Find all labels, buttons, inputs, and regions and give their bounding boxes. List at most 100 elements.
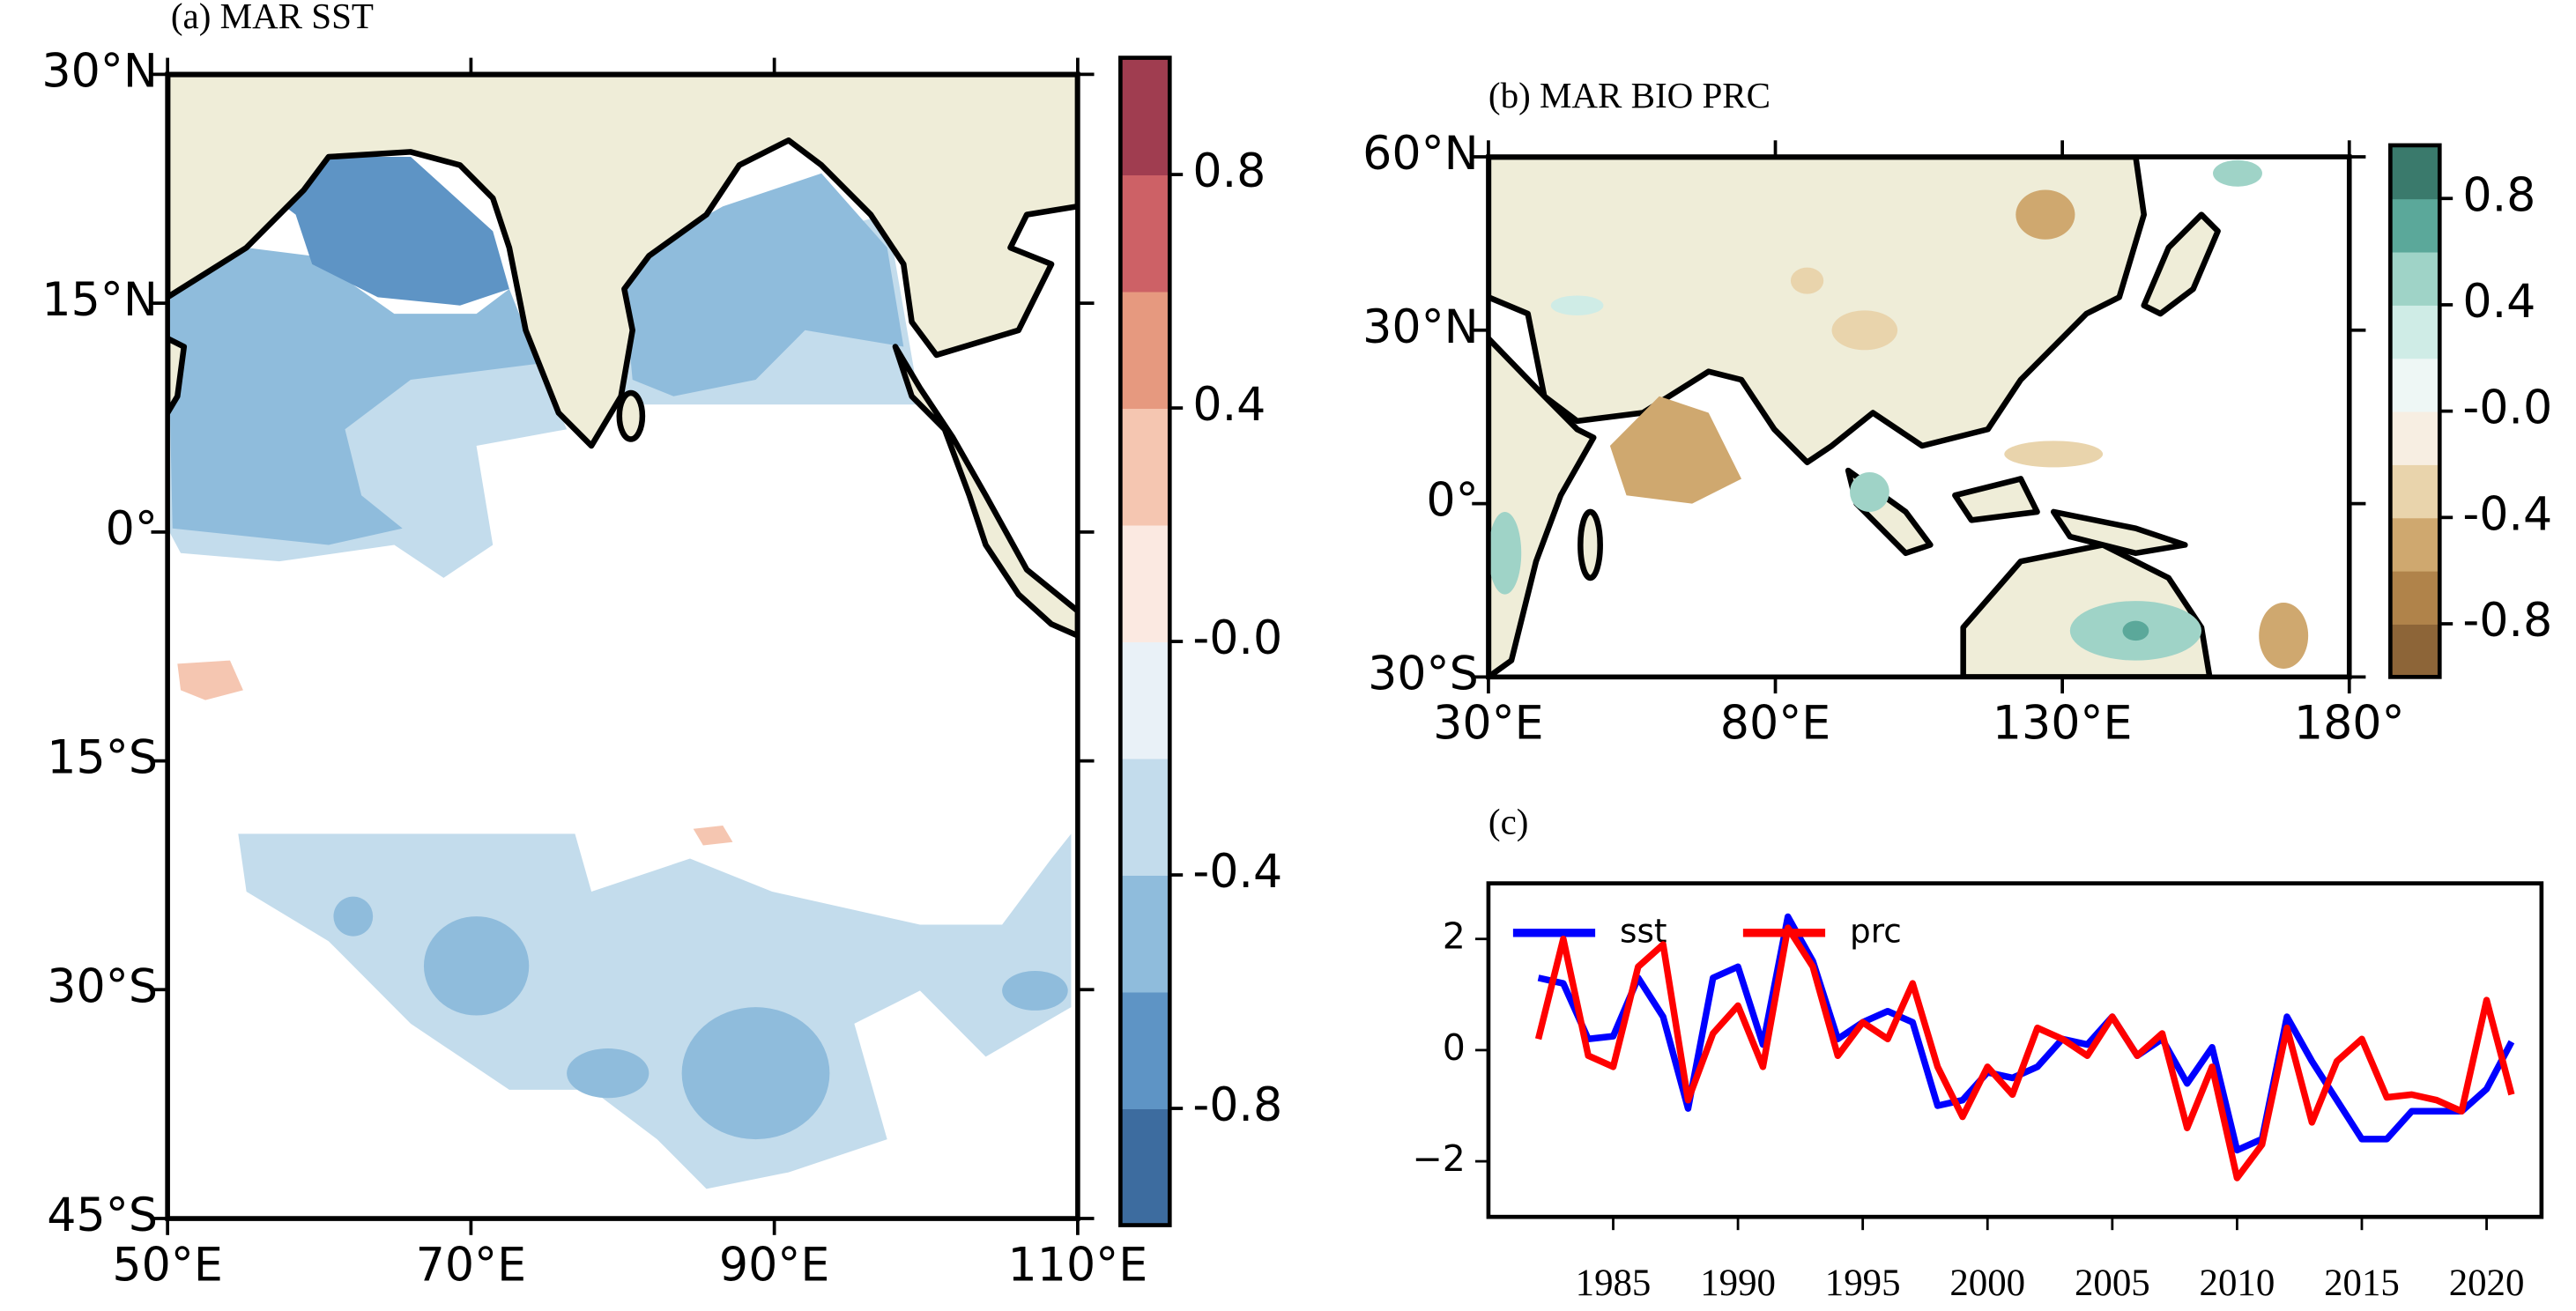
map-a [167, 74, 1078, 1219]
colorbar-segment [2390, 198, 2440, 253]
contour [624, 173, 904, 396]
y-tick-label: 60°N [1362, 127, 1479, 181]
x-tick-label: 1995 [1825, 1263, 1901, 1304]
panel-title: (c) [1488, 801, 1529, 842]
contour [1550, 295, 1604, 315]
colorbar-segment [1120, 875, 1170, 993]
colorbar-segment [1120, 758, 1170, 876]
colorbar-tick-label: 0.4 [1192, 378, 1266, 432]
x-tick-label: 2000 [1949, 1263, 2025, 1304]
contour [567, 1048, 650, 1099]
colorbar-tick-label: -0.8 [2462, 594, 2552, 648]
contour [1609, 396, 1742, 504]
contour [167, 248, 543, 545]
colorbar-segment [2390, 358, 2440, 412]
contour [238, 833, 1072, 1189]
colorbar-tick-label: 0.4 [2462, 275, 2535, 329]
map-frame [165, 71, 1080, 1221]
x-tick-label: 180° [2294, 696, 2405, 750]
y-tick-label: 0 [1443, 1026, 1466, 1069]
y-tick-label: 30°N [1362, 300, 1479, 354]
x-tick-label: 30°E [1433, 696, 1543, 750]
y-tick-label: 0° [1426, 473, 1478, 527]
colorbar-segment [2390, 463, 2440, 519]
colorbar-segment [2390, 624, 2440, 678]
line-series [1537, 913, 2515, 1154]
colorbar-tick-label: -0.8 [1192, 1078, 1282, 1132]
x-tick-label: 90°E [719, 1238, 829, 1292]
colorbar-segment [1120, 57, 1170, 176]
land [2141, 211, 2221, 317]
y-tick-label: 30°S [1368, 647, 1479, 700]
colorbar-segment [2390, 411, 2440, 465]
contour [1790, 267, 1824, 294]
x-tick-label: 70°E [416, 1238, 526, 1292]
contour [693, 826, 733, 846]
y-tick-label: −2 [1412, 1137, 1465, 1180]
contour [177, 660, 243, 700]
panel-title: (a) MAR SST [171, 0, 374, 37]
land [1488, 335, 1597, 678]
contour [2004, 441, 2104, 468]
x-tick-label: 110°E [1008, 1238, 1148, 1292]
map-b [1488, 157, 2350, 678]
colorbar-tick-label: -0.0 [2462, 381, 2552, 435]
land [1952, 476, 2040, 523]
panel-title: (b) MAR BIO PRC [1488, 75, 1771, 116]
contour [2122, 620, 2149, 641]
land [616, 389, 646, 442]
contour [2213, 159, 2262, 187]
x-tick-label: 50°E [112, 1238, 222, 1292]
contour [333, 896, 374, 937]
y-tick-label: 15°N [41, 273, 158, 327]
land [892, 344, 1078, 639]
land [167, 335, 188, 416]
y-tick-label: 15°S [47, 730, 158, 784]
colorbar-tick-label: -0.0 [1192, 611, 1282, 665]
legend-label: prc [1850, 911, 1902, 950]
land [167, 74, 1078, 449]
y-tick-label: 30°S [47, 959, 158, 1013]
y-tick-label: 30°N [41, 44, 158, 98]
contour [1488, 511, 1522, 595]
x-tick-label: 1990 [1700, 1263, 1776, 1304]
y-tick-label: 2 [1443, 915, 1466, 958]
contour [2016, 189, 2075, 240]
colorbar-tick-label: 0.8 [2462, 168, 2535, 222]
x-tick-label: 2005 [2075, 1263, 2150, 1304]
contour [2259, 603, 2309, 669]
contour [423, 916, 530, 1016]
colorbar-segment [2390, 144, 2440, 200]
colorbar-segment [1120, 991, 1170, 1109]
contour [681, 1007, 830, 1140]
colorbar-tick-label: -0.4 [1192, 845, 1282, 899]
x-tick-label: 1985 [1576, 1263, 1652, 1304]
contour [1002, 970, 1068, 1011]
land [1578, 508, 1603, 581]
x-tick-label: 130°E [1993, 696, 2133, 750]
colorbar-segment [1120, 524, 1170, 643]
x-tick-label: 2015 [2324, 1263, 2400, 1304]
colorbar-segment [2390, 570, 2440, 625]
colorbar-segment [2390, 251, 2440, 306]
x-tick-label: 2010 [2200, 1263, 2275, 1304]
x-tick-label: 80°E [1720, 696, 1830, 750]
land [2050, 508, 2188, 557]
y-tick-label: 45°S [47, 1189, 158, 1242]
colorbar-segment [1120, 641, 1170, 759]
y-tick-label: 0° [106, 502, 158, 556]
line-series [1534, 924, 2515, 1181]
colorbar-segment [2390, 304, 2440, 359]
x-tick-label: 2020 [2449, 1263, 2525, 1304]
colorbar-tick-label: 0.8 [1192, 144, 1266, 198]
colorbar-segment [1120, 291, 1170, 410]
contour [1831, 310, 1898, 351]
colorbar-tick-label: -0.4 [2462, 487, 2552, 541]
legend-label: sst [1620, 911, 1667, 950]
colorbar-segment [2390, 517, 2440, 572]
colorbar-segment [1120, 408, 1170, 526]
colorbar-segment [1120, 1108, 1170, 1226]
contour [1850, 471, 1889, 512]
colorbar-segment [1120, 174, 1170, 293]
